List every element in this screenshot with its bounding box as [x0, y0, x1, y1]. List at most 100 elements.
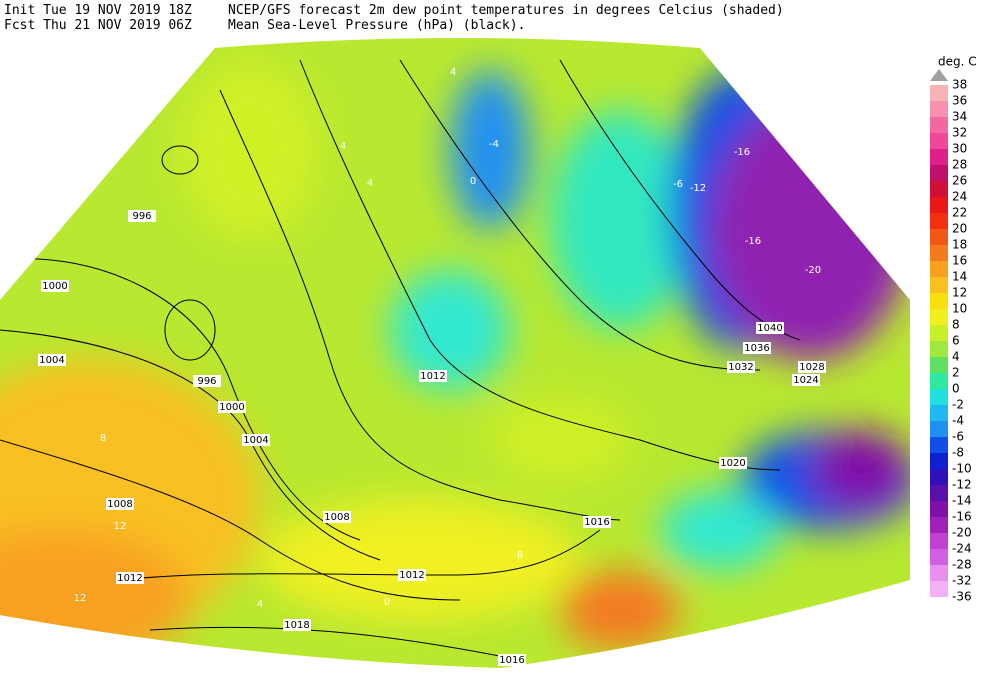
legend-swatch — [930, 213, 948, 229]
legend-swatch — [930, 325, 948, 341]
legend-label: 26 — [952, 174, 967, 188]
legend-swatch — [930, 277, 948, 293]
legend-swatch — [930, 405, 948, 421]
legend-swatch — [930, 245, 948, 261]
isobar-label-box — [116, 572, 144, 584]
isobar-label-box — [727, 361, 755, 373]
legend-label: 10 — [952, 302, 967, 316]
isobar-label: 1008 — [107, 499, 132, 510]
dewpoint-label: 12 — [114, 521, 127, 532]
isobar-label-box — [106, 498, 134, 510]
legend-swatch — [930, 133, 948, 149]
legend-label: -8 — [952, 446, 964, 460]
legend-title: deg. C — [938, 55, 977, 69]
legend-swatch — [930, 181, 948, 197]
title-line: Mean Sea-Level Pressure (hPa) (black). — [228, 18, 525, 33]
legend-label: -6 — [952, 430, 964, 444]
dewpoint-label: 8 — [517, 550, 523, 561]
legend-label: 22 — [952, 206, 967, 220]
legend-swatch — [930, 309, 948, 325]
dewpoint-label: -20 — [805, 265, 821, 276]
legend-label: 32 — [952, 126, 967, 140]
legend-swatch — [930, 261, 948, 277]
dewpoint-label: -16 — [734, 147, 750, 158]
dewpoint-label: -16 — [745, 236, 761, 247]
isobar-label: 1036 — [744, 343, 769, 354]
legend-label: -16 — [952, 510, 972, 524]
isobar-label-box — [242, 434, 270, 446]
legend-swatch — [930, 517, 948, 533]
dewpoint-label: 4 — [367, 178, 373, 189]
legend-arrow — [930, 69, 948, 81]
isobar-label: 1040 — [757, 323, 782, 334]
isobar-label-box — [743, 342, 771, 354]
legend-swatch — [930, 373, 948, 389]
legend-swatch — [930, 549, 948, 565]
dewpoint-label: 4 — [257, 599, 263, 610]
legend-label: 34 — [952, 110, 967, 124]
legend-label: -10 — [952, 462, 972, 476]
legend-swatch — [930, 453, 948, 469]
legend-swatch — [930, 565, 948, 581]
legend-label: 20 — [952, 222, 967, 236]
legend-label: 0 — [952, 382, 960, 396]
legend-label: 14 — [952, 270, 967, 284]
isobar-label: 1024 — [793, 375, 818, 386]
isobar-label-box — [283, 619, 311, 631]
isobar-label: 1012 — [399, 570, 424, 581]
legend-swatch — [930, 101, 948, 117]
legend-label: 8 — [952, 318, 960, 332]
isobar-label-box — [218, 401, 246, 413]
isobar-label: 1000 — [42, 281, 67, 292]
legend-swatch — [930, 469, 948, 485]
isobar-label: 996 — [132, 211, 151, 222]
init-time: Init Tue 19 NOV 2019 18Z — [4, 3, 192, 18]
legend-swatch — [930, 421, 948, 437]
legend-label: 12 — [952, 286, 967, 300]
isobar-label: 1004 — [39, 355, 64, 366]
isobar-label-box — [398, 569, 426, 581]
dewpoint-label: 4 — [450, 67, 456, 78]
legend-swatch — [930, 437, 948, 453]
isobar-label-box — [792, 374, 820, 386]
legend-label: -2 — [952, 398, 964, 412]
legend-swatch — [930, 117, 948, 133]
legend-label: 6 — [952, 334, 960, 348]
dewpoint-label: 8 — [100, 433, 106, 444]
isobar-label: 1012 — [420, 371, 445, 382]
legend-label: -32 — [952, 574, 972, 588]
isobar-label-box — [128, 210, 156, 222]
dewpoint-label: 12 — [74, 593, 87, 604]
legend-swatch — [930, 197, 948, 213]
isobar-label: 1020 — [720, 458, 745, 469]
legend-swatch — [930, 357, 948, 373]
legend-label: 30 — [952, 142, 967, 156]
isobar-label-box — [323, 511, 351, 523]
legend-swatch — [930, 501, 948, 517]
legend-label: 36 — [952, 94, 967, 108]
isobar-label: 1000 — [219, 402, 244, 413]
legend-label: -20 — [952, 526, 972, 540]
isobar-label-box — [38, 354, 66, 366]
legend-label: 16 — [952, 254, 967, 268]
isobar-label: 1016 — [499, 655, 524, 666]
legend-swatch — [930, 229, 948, 245]
isobar-label: 1004 — [243, 435, 268, 446]
dewpoint-label: -4 — [489, 139, 499, 150]
dewpoint-label: 4 — [340, 141, 346, 152]
legend-label: 24 — [952, 190, 967, 204]
legend-swatch — [930, 533, 948, 549]
isobar-label: 996 — [197, 376, 216, 387]
legend-label: -4 — [952, 414, 964, 428]
legend-label: 2 — [952, 366, 960, 380]
dewpoint-label: 0 — [470, 176, 476, 187]
legend-label: -14 — [952, 494, 972, 508]
isobar-label-box — [719, 457, 747, 469]
isobar-label: 1028 — [799, 362, 824, 373]
isobar-label: 1032 — [728, 362, 753, 373]
isobar-label-box — [41, 280, 69, 292]
title-line: NCEP/GFS forecast 2m dew point temperatu… — [228, 3, 784, 18]
